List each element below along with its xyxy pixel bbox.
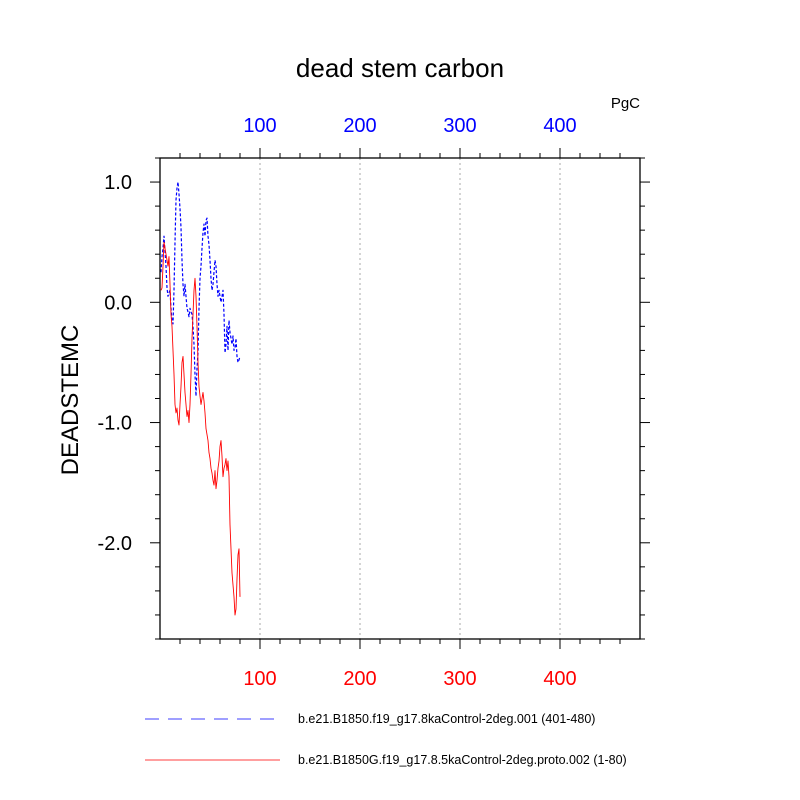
bottom-tick-label: 400 [543, 668, 576, 690]
axis-ticks [150, 148, 650, 649]
series-line-1 [160, 181, 241, 397]
grid-lines [259, 158, 561, 639]
y-axis-label: DEADSTEMC [57, 325, 84, 476]
legend-label-2: b.e21.B1850G.f19_g17.8.5kaControl-2deg.p… [298, 753, 627, 767]
bottom-tick-label: 100 [243, 668, 276, 690]
top-tick-label: 300 [443, 115, 476, 137]
y-tick-label: 1.0 [104, 172, 132, 194]
bottom-tick-label: 200 [343, 668, 376, 690]
axis-tick-labels: 100 200 300 400 100 200 300 400 1.0 0.0 -1.0 -2.0 [98, 115, 577, 690]
chart-title: dead stem carbon [296, 53, 504, 83]
legend-label-1: b.e21.B1850.f19_g17.8kaControl-2deg.001 … [298, 712, 595, 726]
y-tick-label: -1.0 [98, 413, 132, 435]
y-tick-label: -2.0 [98, 533, 132, 555]
legend: b.e21.B1850.f19_g17.8kaControl-2deg.001 … [145, 712, 627, 767]
bottom-tick-label: 300 [443, 668, 476, 690]
series-line-2 [160, 241, 241, 616]
units-label: PgC [611, 95, 640, 112]
series-group [160, 181, 241, 616]
top-tick-label: 400 [543, 115, 576, 137]
y-tick-label: 0.0 [104, 292, 132, 314]
top-tick-label: 100 [243, 115, 276, 137]
top-tick-label: 200 [343, 115, 376, 137]
